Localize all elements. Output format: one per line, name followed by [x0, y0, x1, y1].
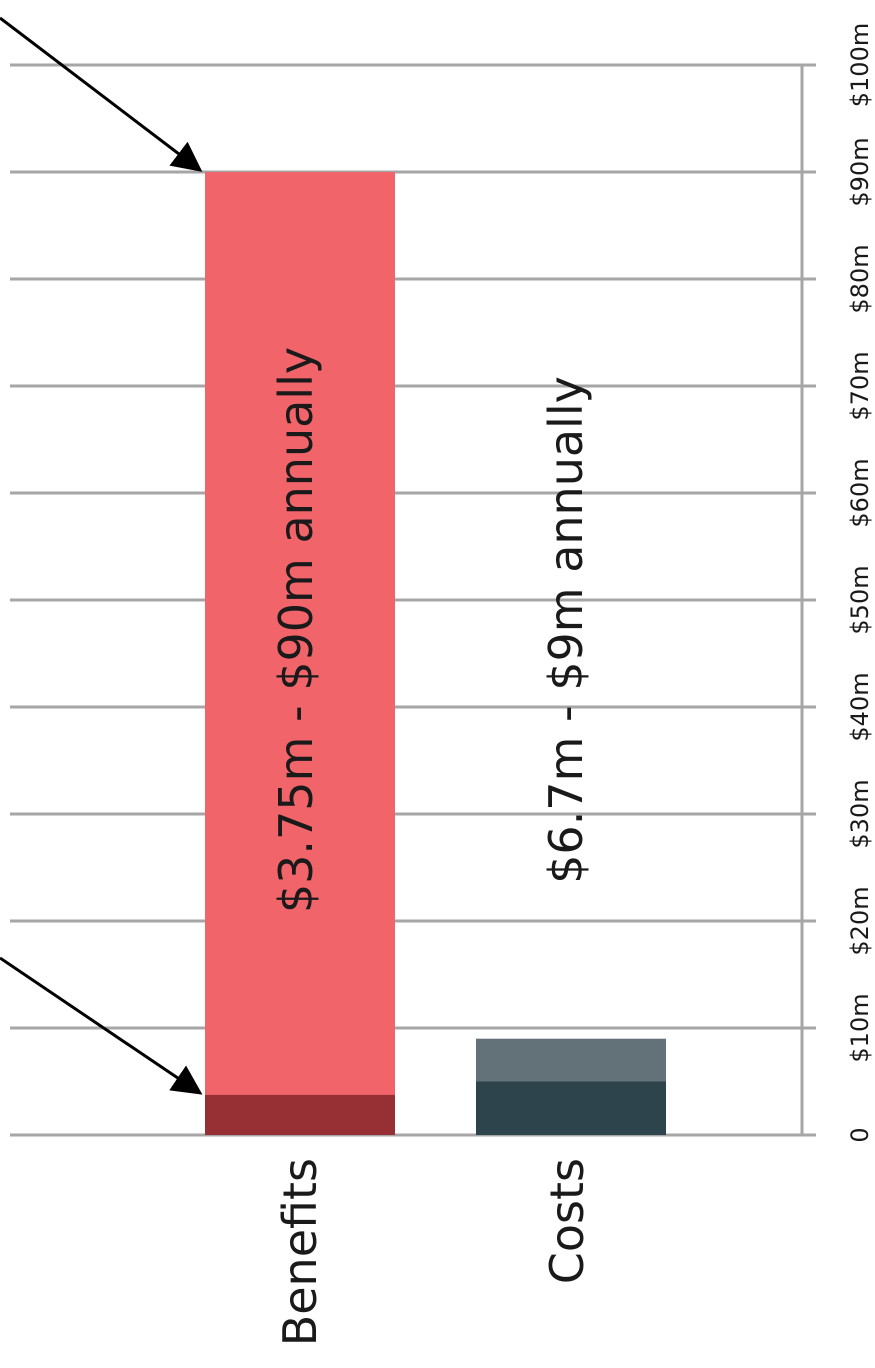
- tick-label: 0: [846, 1127, 874, 1142]
- tick-label: $60m: [846, 458, 874, 527]
- tick-label: $30m: [846, 779, 874, 848]
- tick-label: $90m: [846, 137, 874, 206]
- costs-range-label: $6.7m - $9m annually: [539, 376, 593, 884]
- gridlines: [10, 63, 816, 1137]
- tick-label: $40m: [846, 672, 874, 741]
- tick-label: $100m: [846, 23, 874, 107]
- annotation-arrows: [0, 16, 203, 1095]
- category-labels: Benefits Costs: [273, 1158, 594, 1346]
- tick-label: $70m: [846, 351, 874, 420]
- benefits-high-bar: [205, 172, 395, 1135]
- tick-label: $20m: [846, 886, 874, 955]
- arrow-to-high-estimate: [0, 16, 203, 172]
- benefits-low-bar: [205, 1094, 395, 1135]
- tick-label: $10m: [846, 993, 874, 1062]
- tick-label: $50m: [846, 565, 874, 634]
- bars: [205, 172, 666, 1135]
- arrow-to-low-estimate: [0, 956, 203, 1095]
- category-label: Benefits: [273, 1158, 327, 1346]
- tick-labels: 0 $10m $20m $30m $40m $50m $60m $70m $80m $90m $10…: [846, 23, 874, 1143]
- tick-label: $80m: [846, 244, 874, 313]
- range-labels: $3.75m - $90m annually $6.7m - $9m annual…: [269, 347, 593, 913]
- costs-low-bar: [476, 1081, 666, 1135]
- benefits-range-label: $3.75m - $90m annually: [269, 347, 323, 913]
- category-label: Costs: [540, 1158, 594, 1284]
